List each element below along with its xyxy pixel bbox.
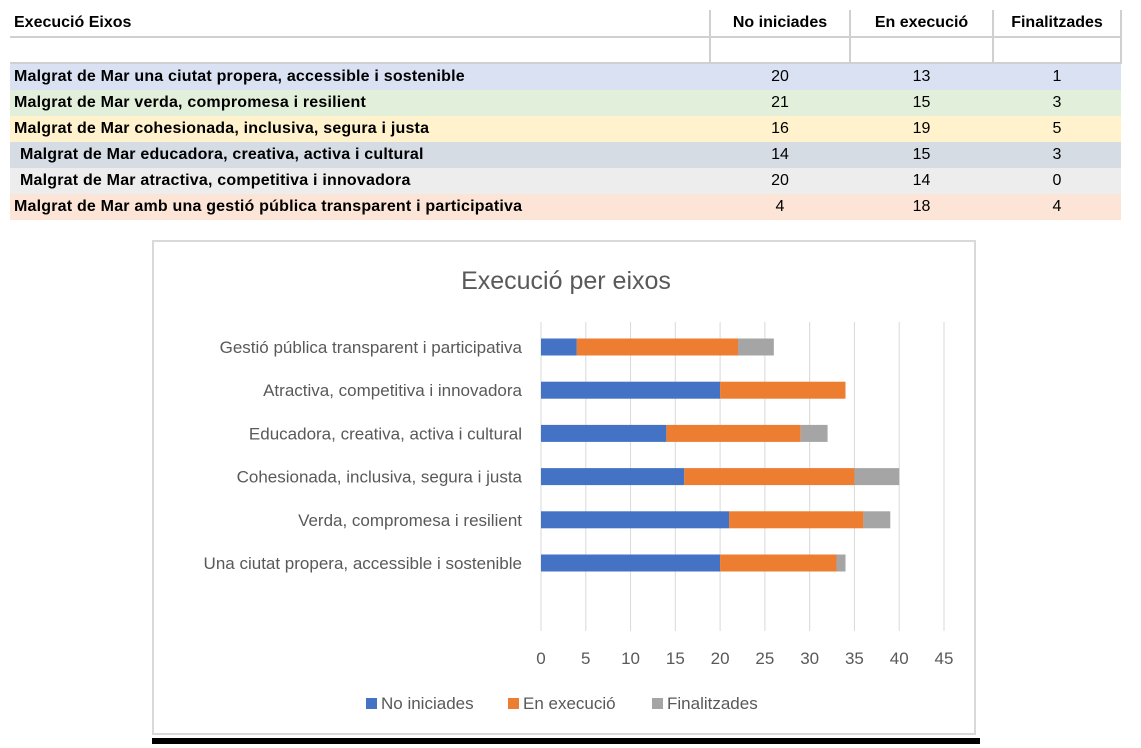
bar-segment <box>541 424 667 442</box>
category-label: Cohesionada, inclusiva, segura i justa <box>237 468 523 487</box>
chart-title: Execució per eixos <box>461 267 671 295</box>
bar-segment <box>863 511 891 529</box>
x-tick-labels: 0 5 10 15 20 25 30 35 40 45 <box>536 649 953 668</box>
table-row: Malgrat de Mar amb una gestió pública tr… <box>10 194 1121 220</box>
bar-segment <box>541 468 685 486</box>
row-value: 3 <box>1052 94 1062 111</box>
x-tick-label: 40 <box>890 649 909 668</box>
row-name: Malgrat de Mar verda, compromesa i resil… <box>14 94 367 111</box>
bar-segment <box>541 554 721 572</box>
table-row: Malgrat de Mar cohesionada, inclusiva, s… <box>10 116 1121 142</box>
x-tick-label: 20 <box>711 649 730 668</box>
row-name: Malgrat de Mar una ciutat propera, acces… <box>14 68 465 85</box>
bar-segment <box>720 381 846 399</box>
legend-swatch <box>366 698 377 709</box>
bars <box>541 338 900 572</box>
blank-row <box>10 37 1122 64</box>
legend: No iniciades En execució Finalitzades <box>366 694 758 713</box>
bar-segment <box>800 424 828 442</box>
category-label: Gestió pública transparent i participati… <box>220 338 523 357</box>
row-value: 14 <box>912 172 931 189</box>
category-label: Una ciutat propera, accessible i sosteni… <box>204 554 522 573</box>
row-value: 13 <box>912 68 931 85</box>
bar-segment <box>541 511 730 529</box>
legend-label: En execució <box>523 694 616 713</box>
category-label: Verda, compromesa i resilient <box>298 511 522 530</box>
x-tick-label: 0 <box>536 649 545 668</box>
x-tick-label: 10 <box>621 649 640 668</box>
legend-swatch <box>508 698 519 709</box>
row-name: Malgrat de Mar amb una gestió pública tr… <box>14 198 523 215</box>
bar-segment <box>738 338 774 356</box>
row-name: Malgrat de Mar educadora, creativa, acti… <box>20 146 424 163</box>
row-value: 0 <box>1052 172 1062 189</box>
bar-segment <box>684 468 855 486</box>
row-value: 16 <box>771 120 789 137</box>
table-row: Malgrat de Mar verda, compromesa i resil… <box>10 90 1121 116</box>
table-row: Malgrat de Mar atractiva, competitiva i … <box>10 168 1121 194</box>
x-tick-label: 45 <box>935 649 954 668</box>
bar-segment <box>541 338 577 356</box>
row-value: 20 <box>771 68 789 85</box>
row-value: 19 <box>912 120 931 137</box>
bar-segment <box>729 511 864 529</box>
table-row: Malgrat de Mar educadora, creativa, acti… <box>10 142 1121 168</box>
row-value: 20 <box>771 172 789 189</box>
row-value: 15 <box>912 146 931 163</box>
bar-segment <box>576 338 739 356</box>
row-value: 4 <box>1052 198 1062 215</box>
table-row: Malgrat de Mar una ciutat propera, acces… <box>10 63 1121 90</box>
x-tick-label: 30 <box>800 649 819 668</box>
table-header-row: Execució Eixos No iniciades En execució … <box>10 10 1122 38</box>
x-tick-label: 5 <box>581 649 590 668</box>
stacked-bar-chart: Execució per eixos Gestió pública transp… <box>204 267 954 713</box>
row-name: Malgrat de Mar cohesionada, inclusiva, s… <box>14 120 430 137</box>
row-value: 18 <box>912 198 931 215</box>
x-tick-label: 15 <box>666 649 685 668</box>
row-value: 21 <box>771 94 789 111</box>
header-finalitzades: Finalitzades <box>993 10 1122 38</box>
bar-segment <box>854 468 900 486</box>
chart-bottom-border <box>152 738 980 744</box>
execucio-eixos-table: Execució Eixos No iniciades En execució … <box>10 10 1122 220</box>
row-value: 4 <box>775 198 785 215</box>
bar-segment <box>836 554 846 572</box>
category-label: Atractiva, competitiva i innovadora <box>263 381 522 400</box>
chart-panel: Execució per eixos Gestió pública transp… <box>152 240 976 735</box>
row-name: Malgrat de Mar atractiva, competitiva i … <box>20 172 411 189</box>
bar-segment <box>541 381 721 399</box>
bar-segment <box>666 424 801 442</box>
category-labels: Gestió pública transparent i participati… <box>204 338 523 573</box>
legend-label: Finalitzades <box>667 694 758 713</box>
row-value: 5 <box>1052 120 1062 137</box>
legend-swatch <box>652 698 663 709</box>
header-eixos: Execució Eixos <box>10 10 711 38</box>
header-en-execucio: En execució <box>850 10 994 38</box>
row-value: 15 <box>912 94 931 111</box>
bar-segment <box>720 554 837 572</box>
row-value: 1 <box>1052 68 1062 85</box>
header-no-iniciades: No iniciades <box>710 10 851 38</box>
category-label: Educadora, creativa, activa i cultural <box>249 424 522 443</box>
row-value: 14 <box>771 146 789 163</box>
x-tick-label: 35 <box>845 649 864 668</box>
legend-label: No iniciades <box>381 694 474 713</box>
x-tick-label: 25 <box>755 649 774 668</box>
row-value: 3 <box>1052 146 1062 163</box>
